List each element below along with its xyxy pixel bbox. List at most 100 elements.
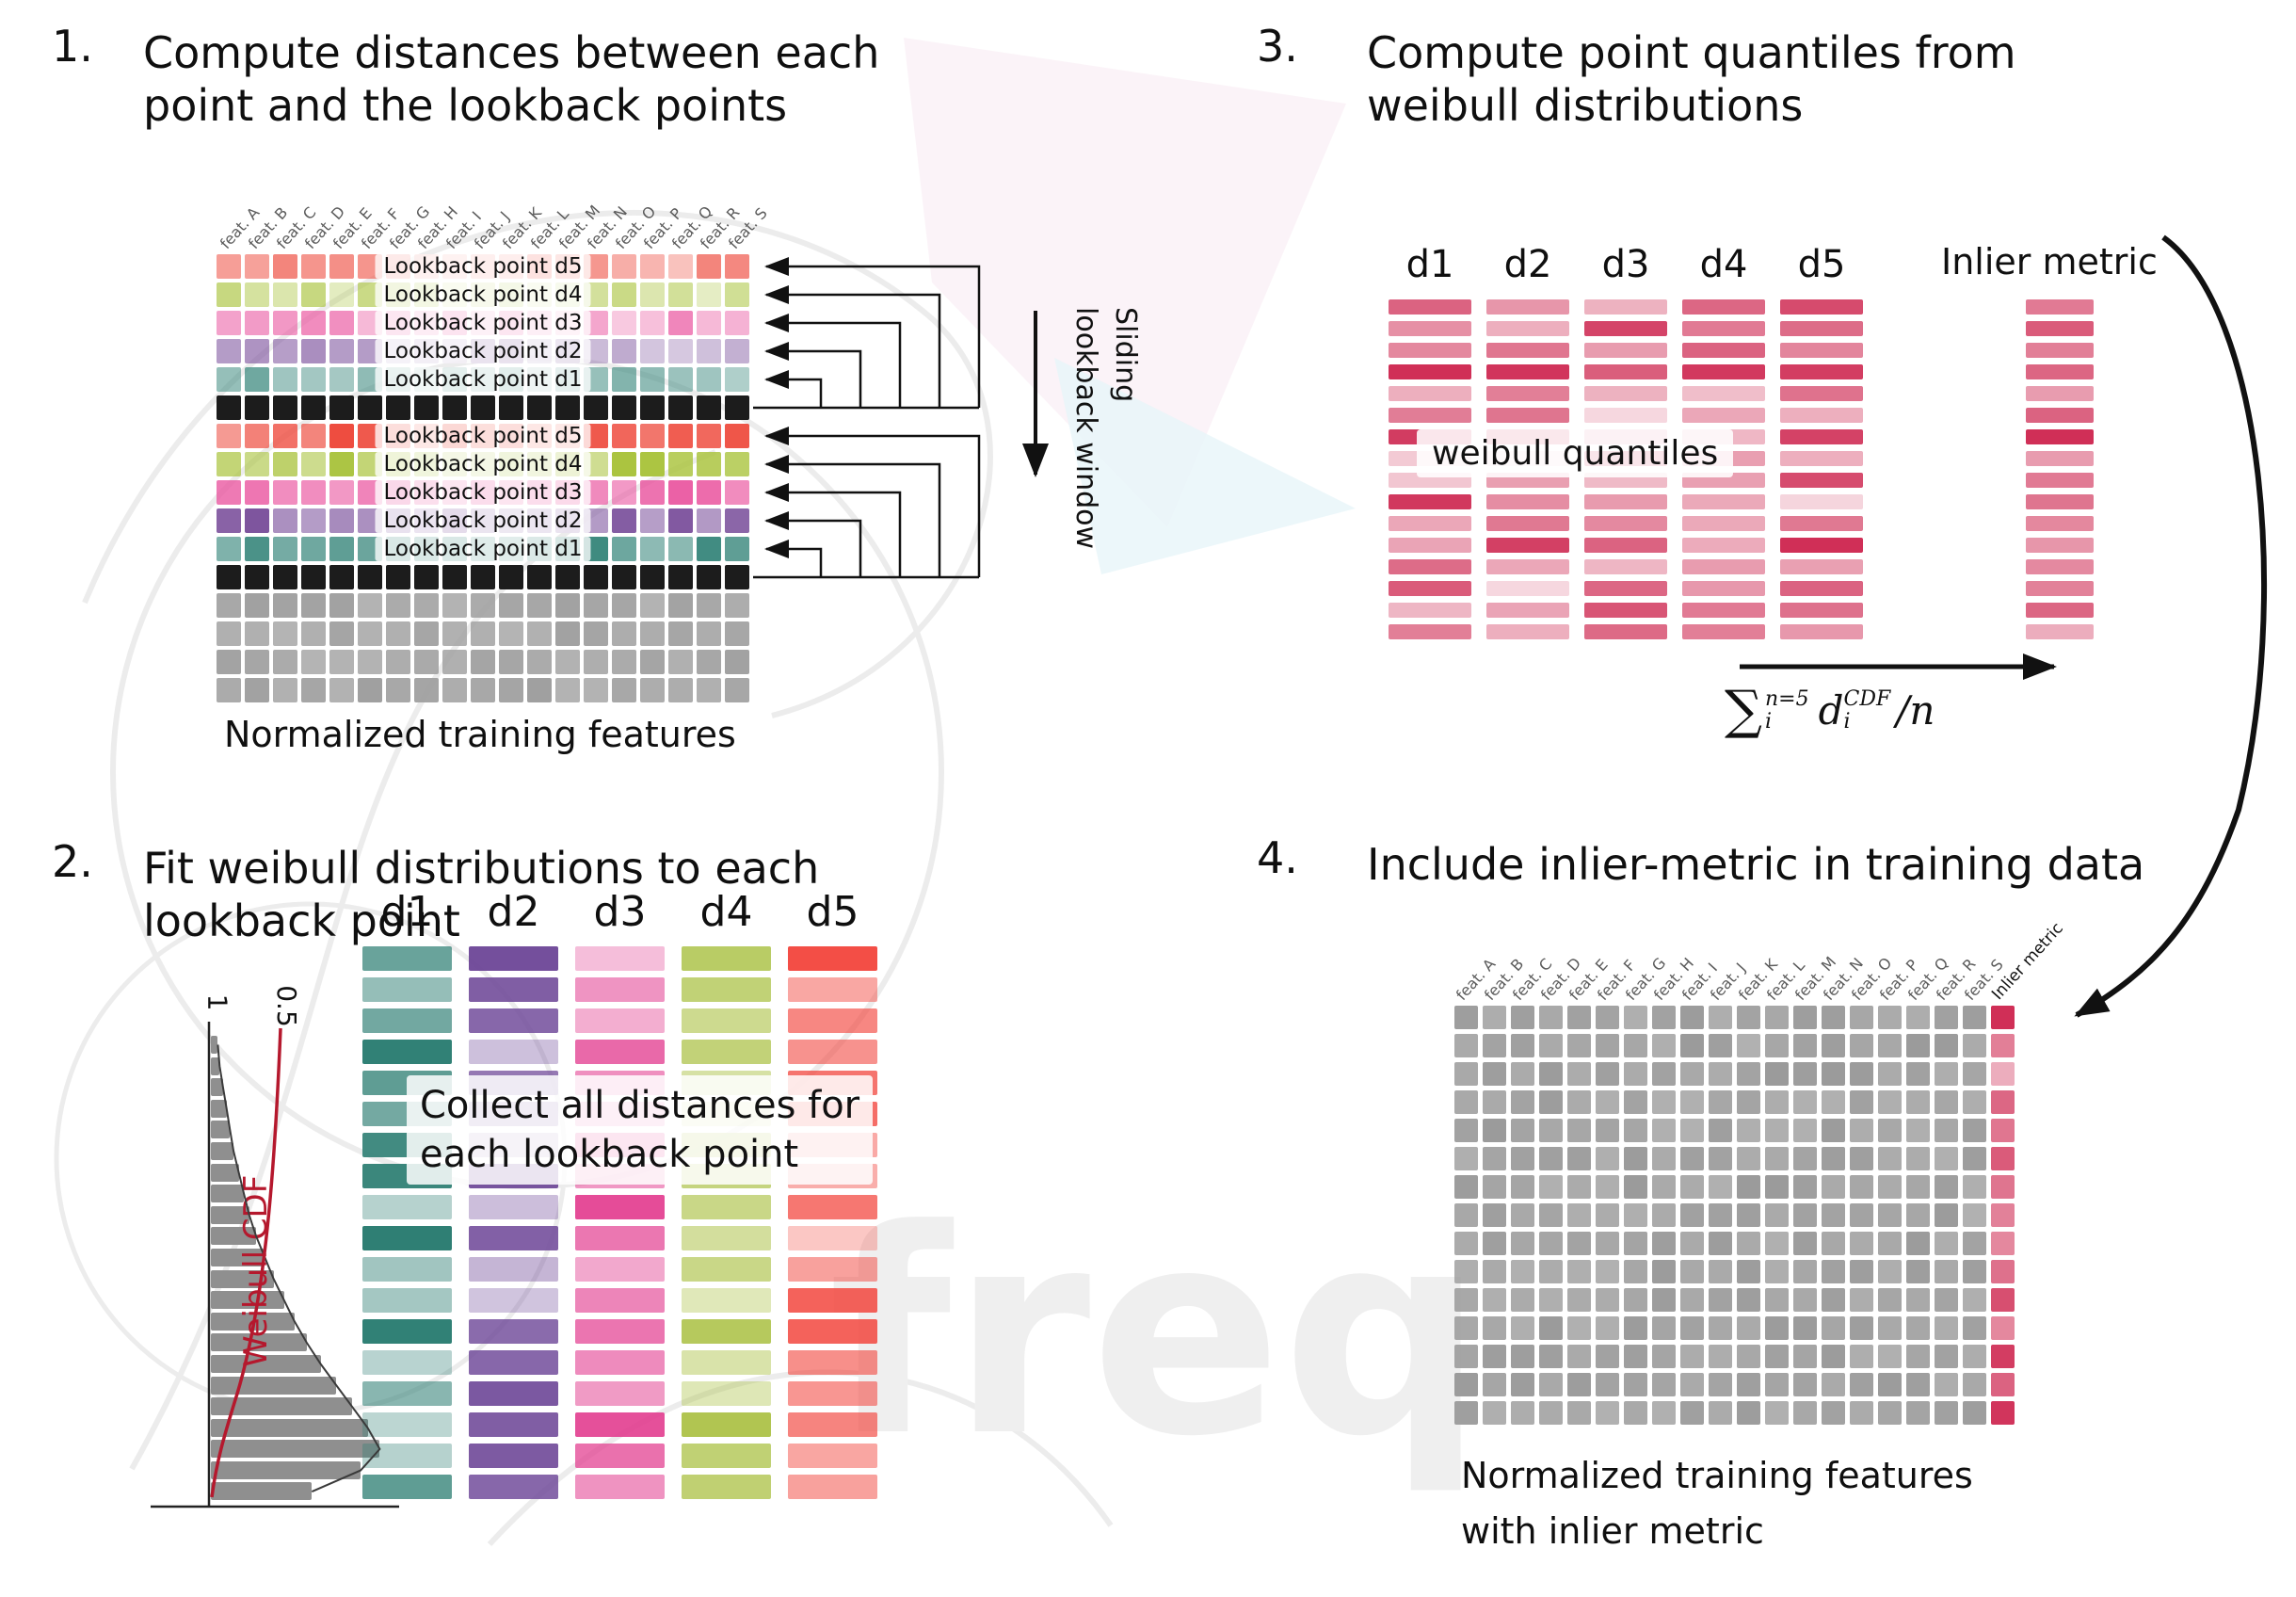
feature-cell [1454, 1288, 1478, 1312]
distance-bar [788, 1381, 877, 1406]
distance-bar [362, 1381, 452, 1406]
inlier-metric-cell [1991, 1062, 2015, 1086]
feature-cell [1935, 1006, 1958, 1029]
feature-cell [301, 424, 326, 448]
feature-cell [725, 424, 749, 448]
current-point-cell [612, 565, 636, 589]
quantile-bar [1584, 581, 1667, 596]
feature-cell [329, 367, 354, 392]
feature-cell [1624, 1316, 1647, 1340]
inlier-metric-bar [2026, 494, 2094, 509]
feature-cell [640, 508, 665, 533]
feature-cell [1624, 1090, 1647, 1114]
feature-cell [697, 339, 721, 363]
feature-cell [1709, 1316, 1732, 1340]
feature-cell [301, 537, 326, 561]
feature-cell [1539, 1288, 1563, 1312]
feature-cell [1737, 1401, 1760, 1425]
feature-cell [1963, 1316, 1986, 1340]
feature-cell [1483, 1034, 1506, 1057]
step-4-number: 4. [1257, 832, 1298, 883]
feature-cell [725, 480, 749, 505]
quantile-bar [1682, 603, 1765, 618]
feature-cell [245, 593, 269, 618]
distance-bar [575, 1475, 665, 1499]
feature-cell [273, 367, 297, 392]
feature-cell [527, 621, 552, 646]
feature-cell [1539, 1006, 1563, 1029]
feature-cell [1878, 1203, 1902, 1227]
feature-cell [697, 508, 721, 533]
feature-cell [442, 621, 467, 646]
feature-cell [273, 311, 297, 335]
feature-cell [1737, 1006, 1760, 1029]
inlier-metric-cell [1991, 1034, 2015, 1057]
feature-cell [1454, 1232, 1478, 1255]
feature-cell [1906, 1260, 1930, 1283]
feature-cell [1539, 1203, 1563, 1227]
feature-cell [640, 621, 665, 646]
inlier-metric-column [2026, 299, 2094, 639]
feature-cell [1454, 1090, 1478, 1114]
feature-cell [301, 650, 326, 674]
feature-cell [386, 650, 410, 674]
feature-cell [1567, 1119, 1591, 1142]
feature-cell [1596, 1147, 1619, 1170]
current-point-cell [527, 395, 552, 420]
feature-cell [1596, 1034, 1619, 1057]
feature-cell [1765, 1062, 1789, 1086]
quantile-bar [1486, 364, 1569, 379]
quantile-bar [1682, 408, 1765, 423]
distance-bar [788, 946, 877, 971]
feature-cell [1963, 1345, 1986, 1368]
feature-cell [1652, 1345, 1676, 1368]
histogram-bar [211, 1163, 239, 1182]
quantile-bar [1486, 386, 1569, 401]
feature-cell [1935, 1345, 1958, 1368]
feature-cell [1935, 1373, 1958, 1396]
feature-cell [1850, 1062, 1873, 1086]
feature-cell [725, 537, 749, 561]
quantile-bar [1682, 624, 1765, 639]
feature-cell [1878, 1345, 1902, 1368]
feature-cell [1906, 1006, 1930, 1029]
feature-cell [668, 339, 693, 363]
quantile-bar [1584, 538, 1667, 553]
feature-cell [414, 593, 439, 618]
quantile-bar [1682, 494, 1765, 509]
feature-cell [442, 650, 467, 674]
feature-cell [1624, 1147, 1647, 1170]
current-point-cell [358, 565, 382, 589]
feature-cell [697, 621, 721, 646]
feature-cell [1596, 1345, 1619, 1368]
current-point-cell [301, 565, 326, 589]
quantile-bar [1584, 321, 1667, 336]
arrow-icon [764, 342, 862, 408]
distance-variable: d [1818, 687, 1844, 734]
feature-cell [245, 311, 269, 335]
feature-cell [1878, 1147, 1902, 1170]
feature-cell [1850, 1175, 1873, 1199]
arrow-icon [764, 257, 981, 408]
feature-cell [1793, 1232, 1817, 1255]
quantile-bar [1780, 603, 1863, 618]
feature-cell [1737, 1260, 1760, 1283]
feature-cell [1454, 1373, 1478, 1396]
feature-cell [1793, 1062, 1817, 1086]
current-point-cell [273, 395, 297, 420]
feature-cell [1624, 1034, 1647, 1057]
feature-cell [301, 508, 326, 533]
quantile-bar [1584, 559, 1667, 574]
current-point-cell [640, 395, 665, 420]
feature-cell [1709, 1006, 1732, 1029]
distance-bar [788, 1008, 877, 1033]
feature-cell [1680, 1288, 1704, 1312]
collect-distances-note: Collect all distances for each lookback … [407, 1075, 874, 1185]
distance-bar [682, 1475, 771, 1499]
feature-cell [1963, 1260, 1986, 1283]
feature-cell [1567, 1090, 1591, 1114]
current-point-cell [386, 395, 410, 420]
feature-cell [725, 650, 749, 674]
quantile-bar [1682, 299, 1765, 315]
feature-cell [1454, 1147, 1478, 1170]
